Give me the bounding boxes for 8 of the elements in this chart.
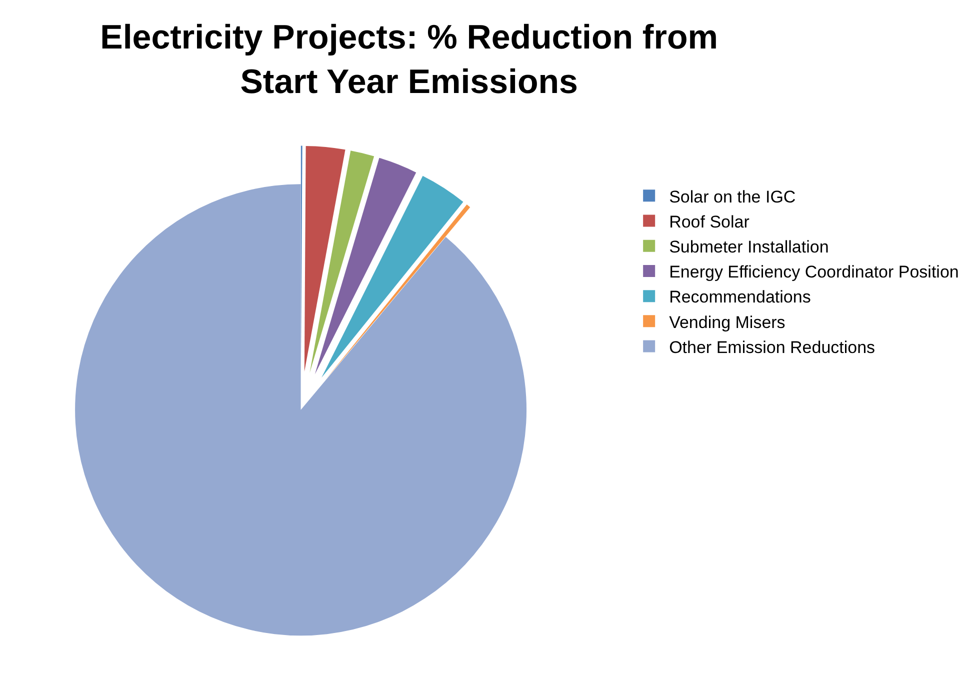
- legend-label: Other Emission Reductions: [669, 338, 876, 357]
- legend-label: Vending Misers: [669, 312, 786, 332]
- legend-label: Recommendations: [669, 288, 811, 307]
- chart-title: Electricity Projects: % Reduction from Start Year Emissions: [100, 18, 718, 101]
- legend-label: Energy Efficiency Coordinator Position: [669, 262, 959, 282]
- legend-label: Roof Solar: [669, 212, 750, 232]
- legend-label: Solar on the IGC: [669, 187, 796, 206]
- legend-label: Submeter Installation: [669, 238, 829, 256]
